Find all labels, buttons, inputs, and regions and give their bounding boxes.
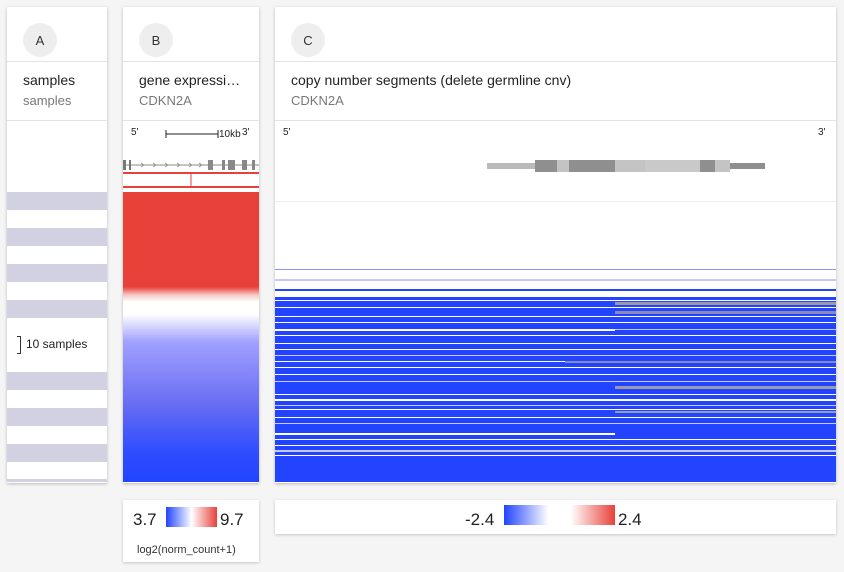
five-prime-label: 5' — [283, 127, 291, 138]
sample-stripe — [7, 192, 107, 210]
expression-heatmap[interactable] — [123, 192, 259, 482]
column-a-title[interactable]: samples — [23, 72, 76, 88]
header-divider — [7, 61, 107, 62]
sample-stripe — [7, 264, 107, 282]
column-b-subtitle: CDKN2A — [139, 93, 192, 108]
sample-stripe — [7, 479, 107, 482]
column-a-subtitle: samples — [23, 93, 72, 108]
column-c-subtitle: CDKN2A — [291, 93, 344, 108]
sample-stripe — [7, 444, 107, 462]
legend-unit-label: log2(norm_count+1) — [137, 544, 236, 556]
sample-count-label: 10 samples — [26, 337, 88, 351]
gene-model-track[interactable] — [123, 157, 259, 193]
column-a-badge[interactable]: A — [23, 23, 57, 57]
legend-max-value: 9.7 — [220, 510, 244, 529]
column-b-badge[interactable]: B — [139, 23, 173, 57]
copy-number-legend: -2.4 2.4 — [275, 500, 836, 534]
samples-stripes[interactable]: 10 samples — [7, 192, 107, 482]
three-prime-label: 3' — [242, 127, 250, 138]
header-divider — [7, 120, 107, 121]
sample-stripe — [7, 228, 107, 246]
column-c-badge[interactable]: C — [291, 23, 325, 57]
track-divider — [275, 201, 836, 202]
column-c-copy-number: C copy number segments (delete germline … — [275, 7, 836, 483]
five-prime-label: 5' — [131, 127, 139, 138]
column-b-title[interactable]: gene expressi… — [139, 72, 241, 88]
sample-stripe — [7, 408, 107, 426]
scale-bar — [165, 130, 219, 138]
three-prime-label: 3' — [818, 127, 826, 138]
scale-label: 10kb — [219, 129, 241, 140]
legend-color-bar — [504, 505, 615, 525]
header-divider — [275, 61, 836, 62]
copy-number-heatmap[interactable] — [275, 269, 836, 482]
sample-stripe — [7, 372, 107, 390]
header-divider — [275, 120, 836, 121]
column-a-samples: A samples samples 10 samples — [7, 7, 107, 483]
header-divider — [123, 61, 259, 62]
legend-color-bar — [166, 507, 217, 527]
sample-stripe — [7, 300, 107, 318]
header-divider — [123, 120, 259, 121]
gene-structure-track[interactable] — [275, 157, 836, 177]
legend-min-value: -2.4 — [465, 510, 495, 529]
column-c-title[interactable]: copy number segments (delete germline cn… — [291, 72, 572, 88]
sample-group-bracket — [17, 336, 21, 354]
column-b-gene-expression: B gene expressi… CDKN2A 5' 3' 10kb — [123, 7, 259, 483]
legend-max-value: 2.4 — [618, 510, 642, 529]
legend-min-value: 3.7 — [133, 510, 157, 529]
expression-legend: 3.7 9.7 log2(norm_count+1) — [123, 500, 259, 562]
